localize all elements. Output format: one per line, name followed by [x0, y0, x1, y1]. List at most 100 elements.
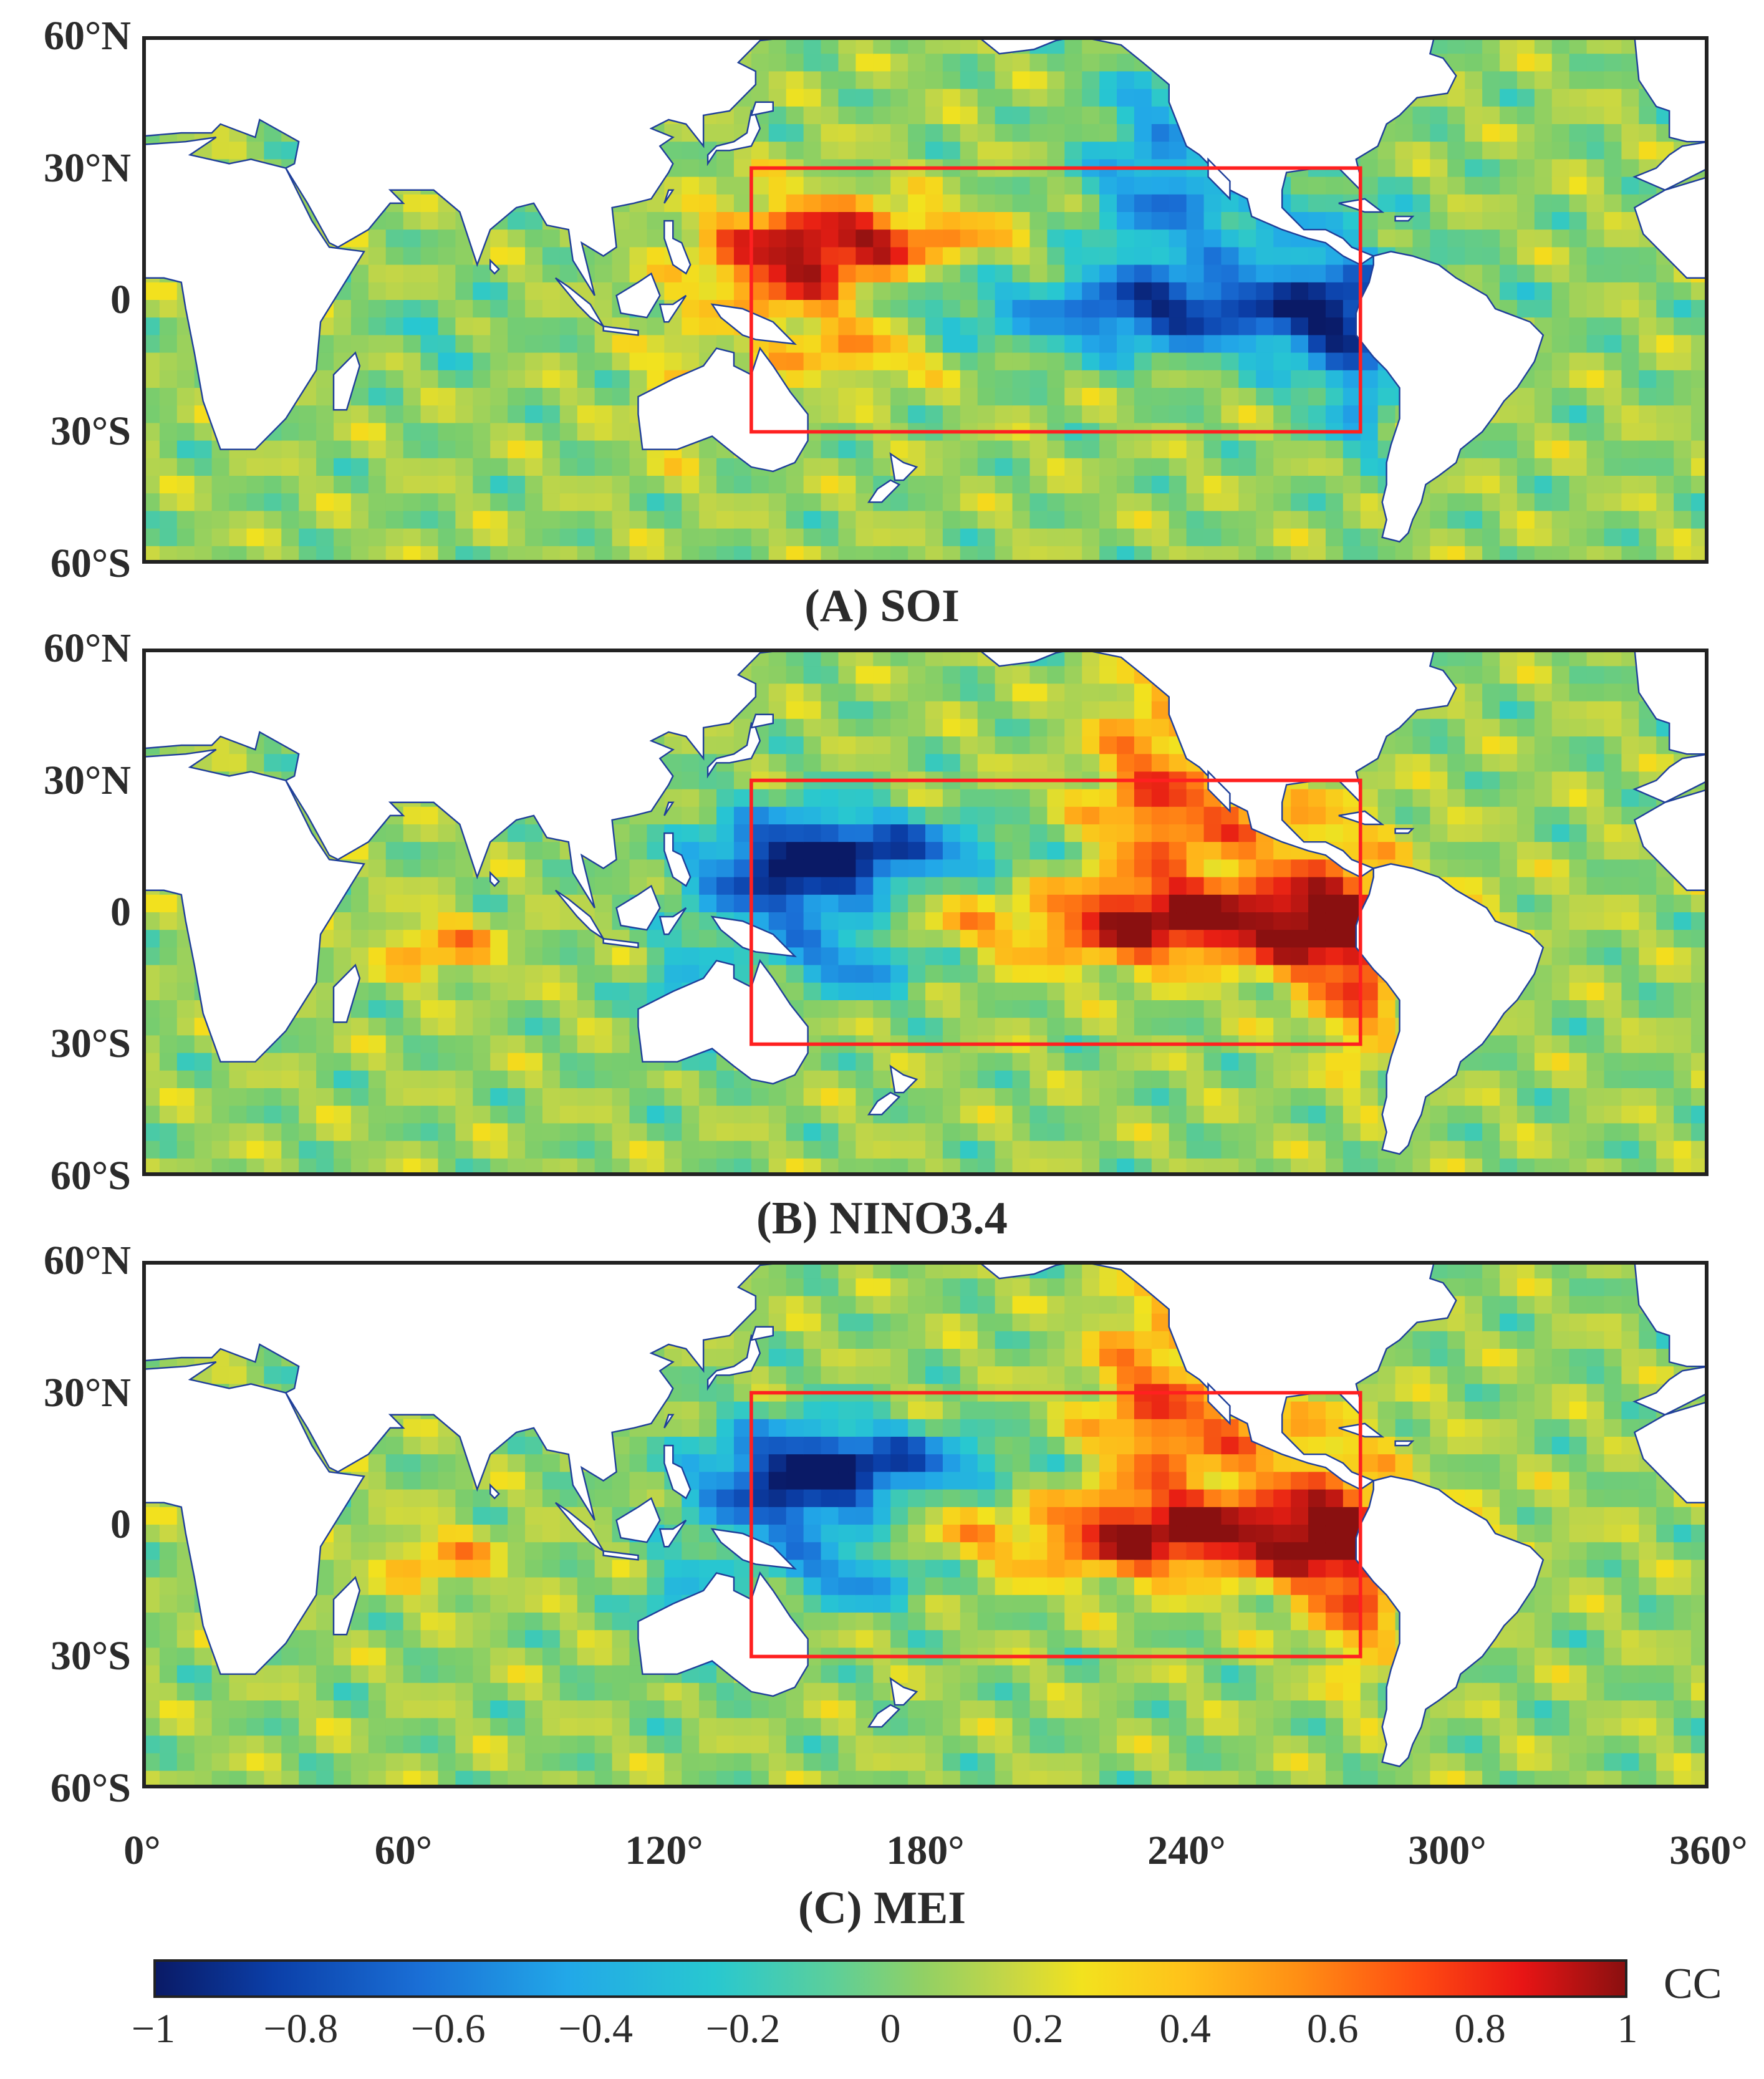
nino-region-box [749, 166, 1362, 434]
landmass [602, 325, 639, 336]
landmass [663, 1444, 692, 1500]
y-tick-60n: 60°N [43, 1238, 131, 1283]
landmass-layer [142, 1261, 1709, 1768]
landmass [750, 101, 774, 117]
colorbar-tick: −1 [131, 2006, 176, 2052]
landmass [663, 801, 675, 816]
panel-title-c: (C) MEI [798, 1883, 966, 1934]
landmass [332, 963, 361, 1023]
landmass [637, 1571, 809, 1697]
colorbar-tick: 0.8 [1454, 2006, 1506, 2052]
landmass [1394, 827, 1415, 834]
y-tick-60s: 60°S [50, 1153, 131, 1199]
landmass [976, 1261, 1457, 1491]
landmass [615, 272, 661, 319]
y-tick-0: 0 [110, 889, 131, 935]
y-tick-60s: 60°S [50, 1765, 131, 1811]
landmass [658, 1519, 687, 1548]
colorbar-tick: −0.2 [705, 2006, 781, 2052]
landmass [1632, 140, 1709, 191]
map-panel-nino34 [142, 649, 1709, 1176]
landmass [976, 649, 1457, 879]
landmass [332, 1576, 361, 1636]
colorbar-tick: −0.8 [263, 2006, 339, 2052]
landmass [1632, 1365, 1709, 1416]
landmass [663, 1414, 675, 1429]
landmass [615, 884, 661, 931]
landmass [658, 294, 687, 323]
landmass [1632, 753, 1709, 804]
colorbar [153, 1959, 1627, 1998]
colorbar-tick: 1 [1617, 2006, 1638, 2052]
x-tick-0: 0° [123, 1828, 161, 1873]
landmass [867, 1091, 901, 1116]
landmass [489, 258, 500, 275]
y-tick-30n: 30°N [43, 1370, 131, 1416]
x-tick-180: 180° [886, 1828, 965, 1873]
colorbar-tick: 0.4 [1159, 2006, 1212, 2052]
colorbar-tick: 0 [880, 2006, 901, 2052]
landmass [637, 958, 809, 1085]
landmass [142, 36, 799, 296]
landmass [332, 351, 361, 411]
y-tick-0: 0 [110, 1502, 131, 1547]
x-tick-120: 120° [625, 1828, 703, 1873]
colorbar-tick: −0.6 [410, 2006, 486, 2052]
landmass [889, 1677, 918, 1706]
landmass [602, 1550, 639, 1561]
x-tick-240: 240° [1147, 1828, 1226, 1873]
landmass [658, 907, 687, 935]
colorbar-label: CC [1664, 1960, 1722, 2008]
landmass [750, 713, 774, 729]
landmass [1633, 1401, 1709, 1503]
landmass [142, 649, 799, 909]
x-tick-360: 360° [1669, 1828, 1748, 1873]
colorbar-tick: −0.4 [558, 2006, 634, 2052]
y-tick-30n: 30°N [43, 758, 131, 803]
landmass [1355, 863, 1545, 1155]
landmass [1633, 788, 1709, 891]
panel-title-a: (A) SOI [804, 581, 960, 632]
landmass [710, 303, 797, 345]
y-tick-30n: 30°N [43, 145, 131, 191]
correlation-map-nino34 [142, 649, 1709, 1176]
x-tick-60: 60° [374, 1828, 433, 1873]
y-tick-0: 0 [110, 277, 131, 322]
y-tick-60n: 60°N [43, 625, 131, 671]
colorbar-tick: 0.2 [1012, 2006, 1064, 2052]
landmass [1355, 251, 1545, 543]
landmass [637, 346, 809, 473]
x-tick-300: 300° [1408, 1828, 1487, 1873]
landmass [489, 1483, 500, 1500]
landmass [889, 1064, 918, 1094]
correlation-map-soi [142, 36, 1709, 564]
landmass [663, 219, 692, 275]
nino-region-box [749, 1391, 1362, 1659]
y-tick-30s: 30°S [50, 1021, 131, 1066]
landmass [663, 832, 692, 887]
colorbar-tick: 0.6 [1306, 2006, 1359, 2052]
landmass-layer [142, 649, 1709, 1155]
landmass [1634, 649, 1709, 755]
map-panel-soi [142, 36, 1709, 564]
landmass [1634, 36, 1709, 143]
landmass [615, 1497, 661, 1543]
landmass [710, 1528, 797, 1570]
landmass-layer [142, 36, 1709, 543]
landmass [1355, 1475, 1545, 1768]
landmass [489, 871, 500, 887]
landmass [750, 1326, 774, 1341]
correlation-map-mei [142, 1261, 1709, 1788]
map-panel-mei [142, 1261, 1709, 1788]
landmass [889, 452, 918, 481]
landmass [867, 1704, 901, 1728]
landmass [1634, 1261, 1709, 1368]
landmass [663, 189, 675, 204]
panel-title-b: (B) NINO3.4 [756, 1193, 1008, 1244]
landmass [976, 36, 1457, 266]
y-tick-30s: 30°S [50, 1633, 131, 1679]
landmass [1633, 176, 1709, 279]
landmass [142, 1261, 799, 1521]
y-tick-30s: 30°S [50, 408, 131, 454]
landmass [1394, 1440, 1415, 1447]
